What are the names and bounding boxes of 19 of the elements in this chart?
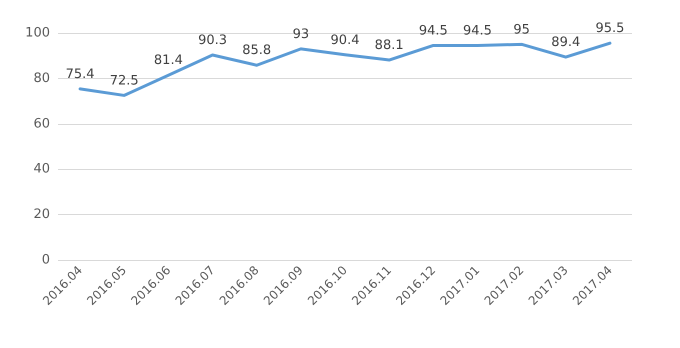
data-label: 72.5 xyxy=(110,73,139,88)
data-label: 89.4 xyxy=(551,35,580,50)
data-label: 81.4 xyxy=(154,53,183,68)
data-label: 95.5 xyxy=(595,21,624,36)
y-tick-label: 20 xyxy=(33,207,50,222)
data-label: 90.4 xyxy=(330,32,360,48)
y-tick-label: 60 xyxy=(33,116,50,132)
data-label: 88.1 xyxy=(374,38,404,54)
data-label: 93 xyxy=(292,26,310,42)
data-label: 94.5 xyxy=(418,23,448,38)
data-label: 75.4 xyxy=(66,66,95,82)
y-tick-label: 80 xyxy=(33,70,50,86)
y-tick-label: 100 xyxy=(25,26,50,40)
data-label: 95 xyxy=(513,22,530,38)
data-label: 94.5 xyxy=(462,23,492,38)
y-tick-label: 40 xyxy=(33,162,50,177)
y-tick-label: 0 xyxy=(42,252,50,268)
data-label: 85.8 xyxy=(242,43,272,58)
data-label: 90.3 xyxy=(198,33,228,48)
